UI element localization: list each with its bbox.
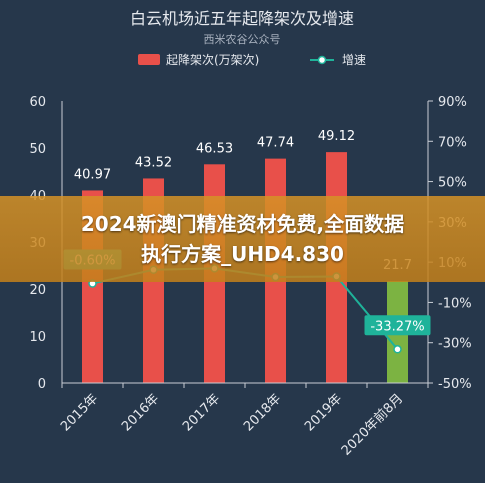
bar-value-label: 49.12	[318, 129, 355, 144]
right-tick-label: -50%	[438, 377, 472, 392]
right-tick-label: 70%	[438, 135, 467, 150]
bar-value-label: 46.53	[196, 141, 233, 156]
right-tick-label: -30%	[438, 337, 472, 352]
x-tick-label: 2018年	[241, 391, 284, 434]
x-tick-label: 2019年	[302, 391, 345, 434]
legend: 起降架次(万架次) 增速	[138, 53, 366, 67]
banner-line-1: 2024新澳门精准资材免费,全面数据	[80, 212, 405, 236]
chart-subtitle: 西米农谷公众号	[204, 32, 281, 46]
bar-value-label: 40.97	[74, 167, 111, 182]
overlay-banner: 2024新澳门精准资材免费,全面数据 执行方案_UHD4.830	[0, 196, 485, 282]
left-tick-label: 60	[29, 95, 46, 110]
right-tick-label: 90%	[438, 95, 467, 110]
x-tick-label: 2016年	[119, 391, 162, 434]
right-tick-label: -10%	[438, 296, 472, 311]
legend-line-label: 增速	[342, 53, 366, 67]
left-tick-label: 0	[38, 377, 46, 392]
growth-label: -33.27%	[370, 319, 424, 334]
growth-label-box	[364, 315, 431, 336]
legend-line-marker	[317, 55, 327, 65]
growth-point	[393, 345, 402, 354]
left-tick-label: 50	[29, 142, 46, 157]
legend-bar-swatch	[138, 54, 160, 65]
legend-bar-label: 起降架次(万架次)	[166, 53, 259, 67]
x-tick-label: 2015年	[58, 391, 101, 434]
banner-line-2: 执行方案_UHD4.830	[141, 242, 344, 266]
bar-value-label: 43.52	[135, 155, 172, 170]
x-tick-label: 2020年前8月	[338, 391, 406, 459]
left-tick-label: 10	[29, 330, 46, 345]
chart-title: 白云机场近五年起降架次及增速	[130, 9, 354, 28]
bar-value-label: 47.74	[257, 136, 294, 151]
left-tick-label: 20	[29, 283, 46, 298]
right-tick-label: 50%	[438, 176, 467, 191]
x-tick-label: 2017年	[180, 391, 223, 434]
